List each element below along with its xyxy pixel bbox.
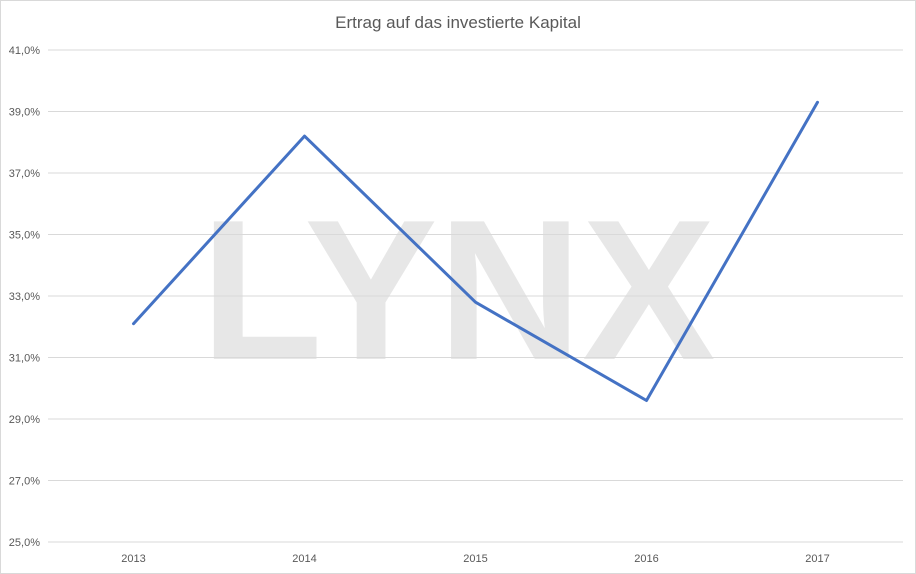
y-tick-label: 27,0% [9,476,40,488]
x-tick-label: 2016 [634,553,658,565]
y-tick-label: 25,0% [9,537,40,549]
x-tick-label: 2013 [121,553,145,565]
gridlines [48,49,903,543]
x-tick-label: 2017 [805,553,829,565]
y-tick-label: 37,0% [9,168,40,180]
y-tick-label: 39,0% [9,107,40,119]
y-tick-label: 29,0% [9,414,40,426]
watermark-logo: LYNX [200,179,715,402]
x-axis-tick-labels: 2013 2014 2015 2016 2017 [121,553,829,565]
y-tick-label: 31,0% [9,353,40,365]
x-tick-label: 2015 [463,553,487,565]
x-tick-label: 2014 [292,553,316,565]
series-lines [132,100,819,402]
y-tick-label: 35,0% [9,230,40,242]
series-line [132,100,819,402]
chart-title: Ertrag auf das investierte Kapital [335,13,581,32]
y-tick-label: 41,0% [9,45,40,57]
y-tick-label: 33,0% [9,291,40,303]
y-axis-tick-labels: 25,0% 27,0% 29,0% 31,0% 33,0% 35,0% 37,0% 39,0%… [9,45,40,549]
